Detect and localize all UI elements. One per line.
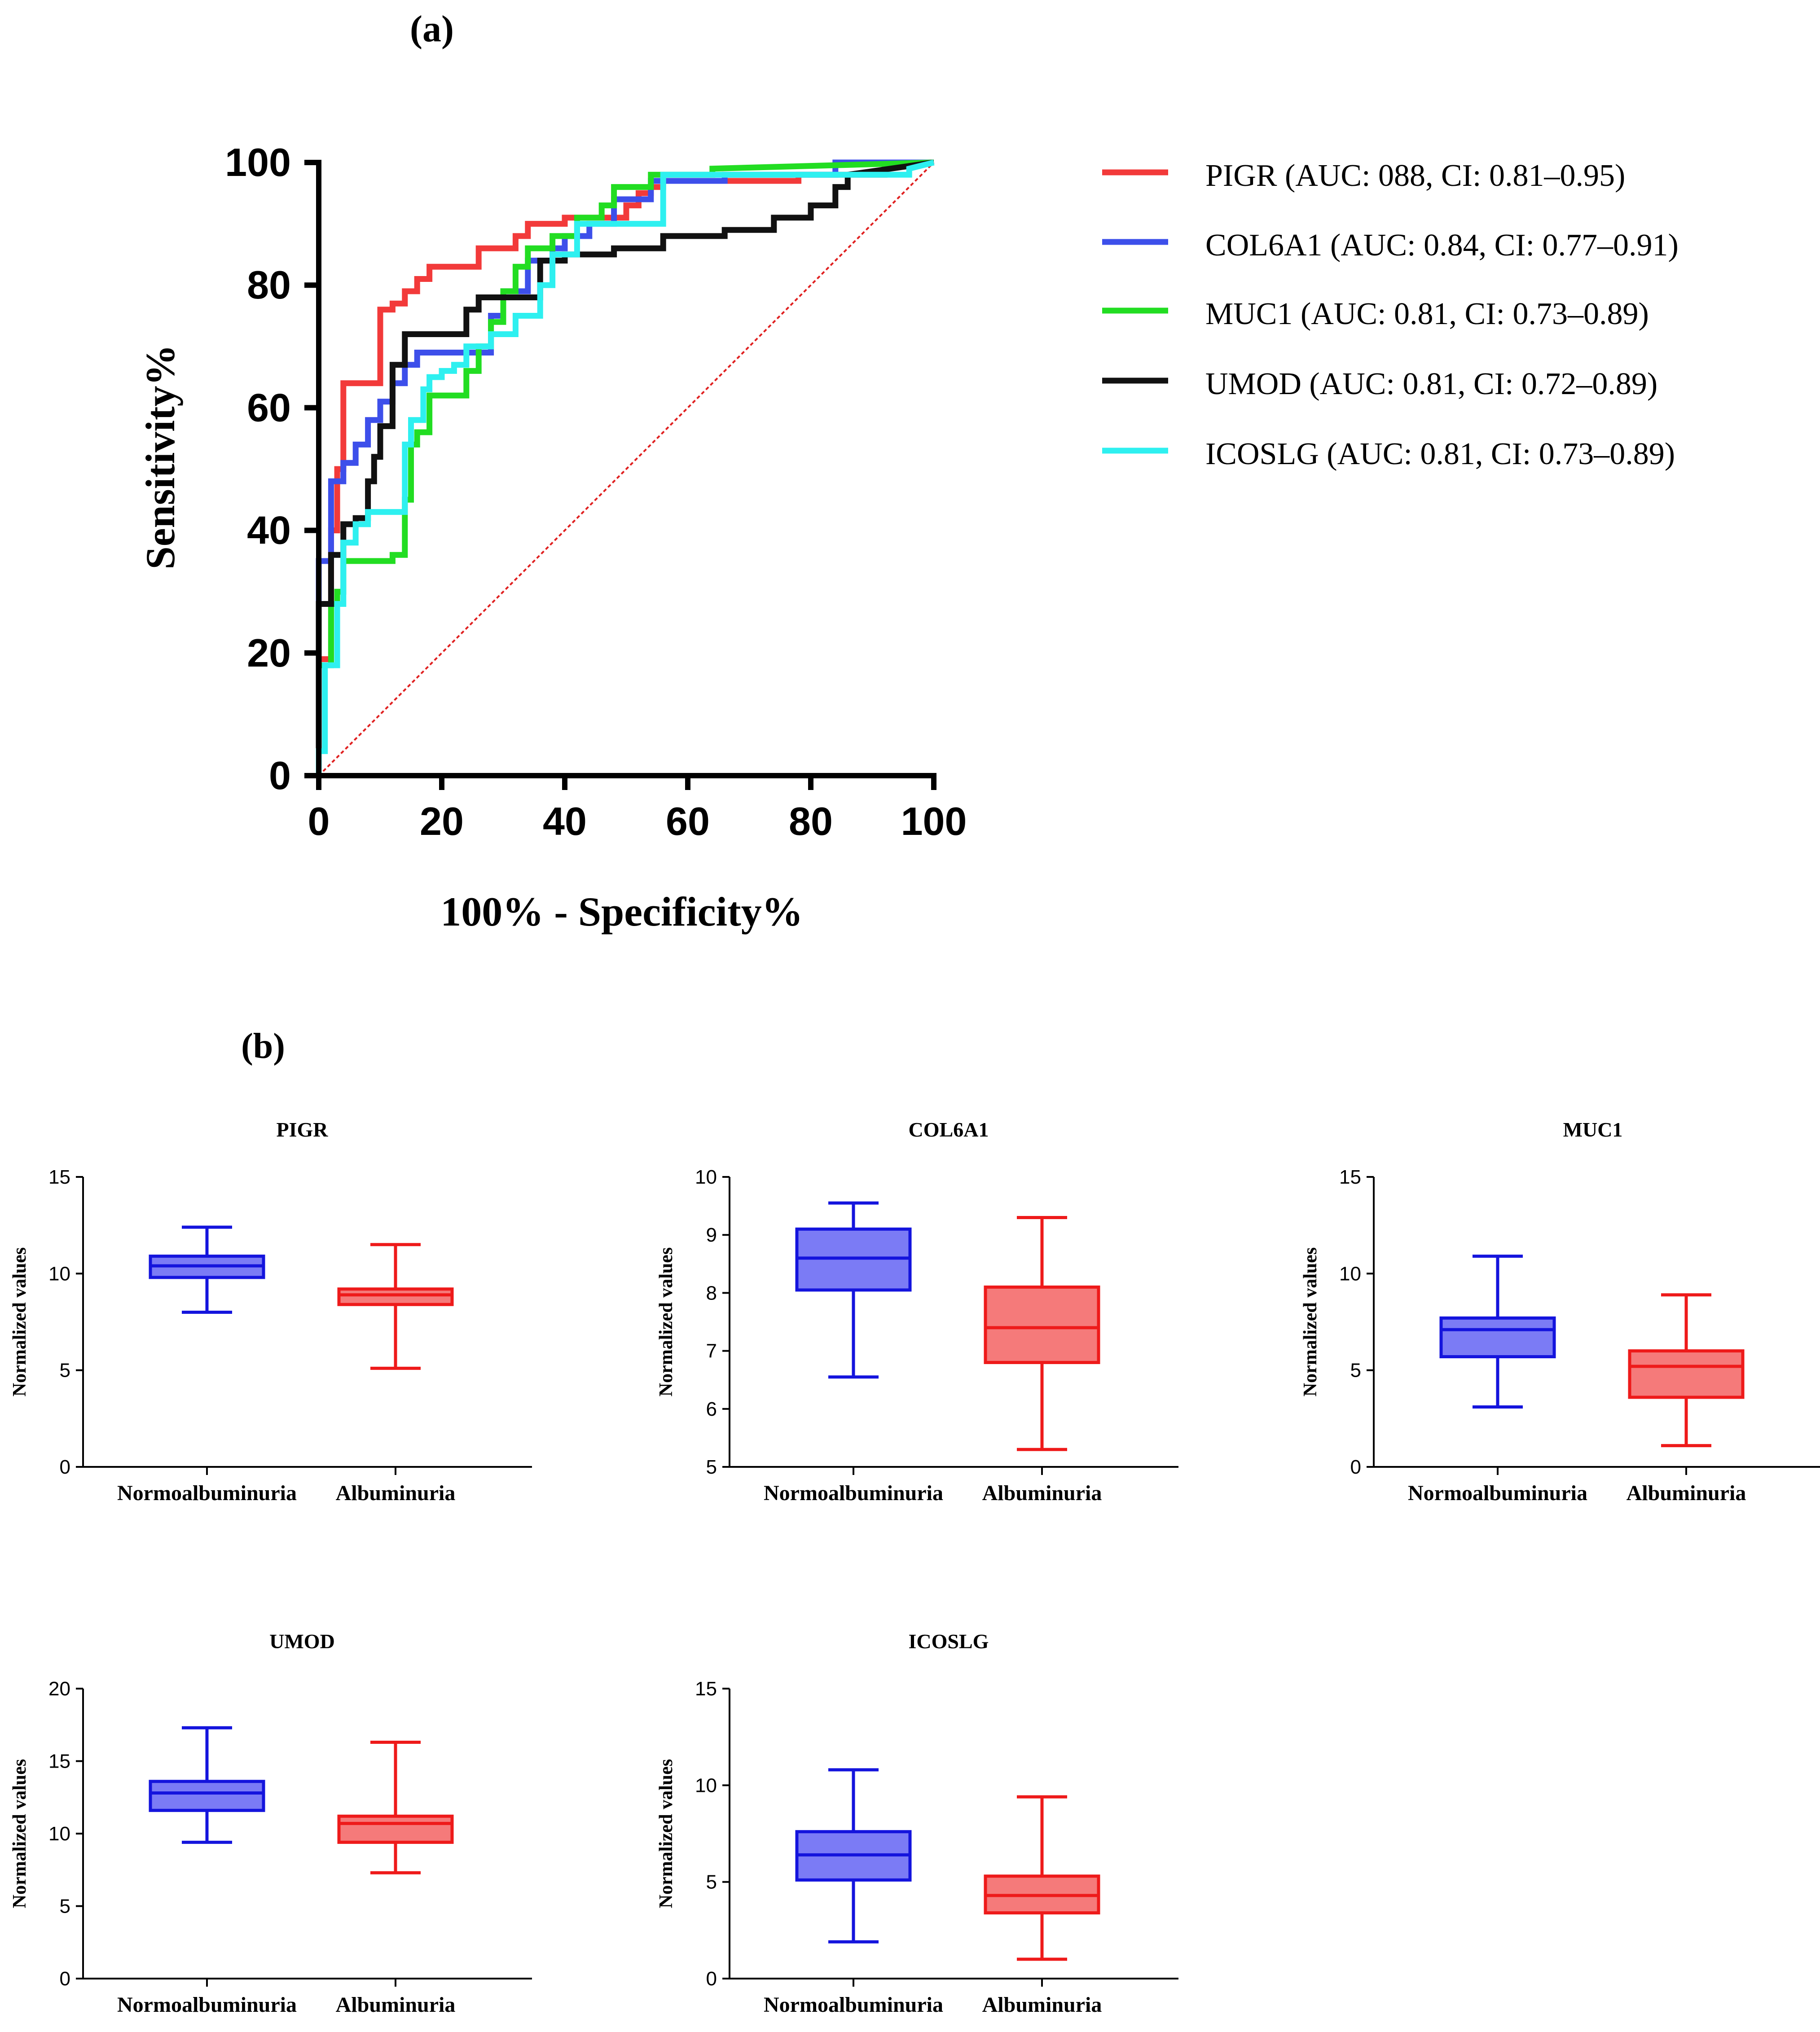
box-x-tick-label: Normoalbuminuria — [764, 1993, 943, 2017]
box-y-axis-label: Normalized values — [9, 1247, 30, 1396]
legend-label-muc1: MUC1 (AUC: 0.81, CI: 0.73–0.89) — [1205, 297, 1649, 331]
legend-label-icoslg: ICOSLG (AUC: 0.81, CI: 0.73–0.89) — [1205, 437, 1675, 471]
box-y-axis-label: Normalized values — [656, 1247, 677, 1396]
box-y-tick-label: 9 — [706, 1224, 717, 1246]
roc-x-tick-label: 40 — [543, 799, 587, 843]
box-y-tick-label: 5 — [60, 1360, 70, 1382]
roc-line-pigr — [316, 159, 934, 776]
roc-line-icoslg — [316, 159, 935, 776]
box-x-tick-label: Normoalbuminuria — [117, 1993, 297, 2017]
box-y-tick-label: 5 — [60, 1896, 70, 1918]
box-y-tick-label: 6 — [706, 1398, 717, 1420]
box-x-tick-label: Normoalbuminuria — [764, 1481, 943, 1505]
roc-y-tick-label: 0 — [269, 753, 291, 798]
box-albuminuria-iqr — [337, 1287, 454, 1306]
box-y-tick-label: 5 — [706, 1871, 717, 1893]
box-y-tick-label: 8 — [706, 1282, 717, 1304]
box-title: PIGR — [277, 1118, 329, 1141]
box-y-axis-label: Normalized values — [9, 1759, 30, 1908]
box-y-axis-label: Normalized values — [656, 1759, 677, 1908]
legend-label-col6a1: COL6A1 (AUC: 0.84, CI: 0.77–0.91) — [1205, 228, 1679, 263]
box-normoalbuminuria-iqr — [149, 1780, 265, 1812]
roc-y-tick-label: 40 — [247, 508, 291, 553]
box-y-tick-label: 15 — [695, 1678, 717, 1700]
box-x-tick-label: Albuminuria — [982, 1993, 1102, 2017]
box-y-tick-label: 15 — [1339, 1166, 1361, 1188]
box-normoalbuminuria-iqr — [1439, 1316, 1556, 1359]
roc-reference-line — [318, 162, 935, 777]
panel-label-a: (a) — [410, 8, 454, 50]
roc-y-axis-label: Sensitivity% — [137, 345, 183, 570]
legend-label-pigr: PIGR (AUC: 088, CI: 0.81–0.95) — [1205, 158, 1625, 193]
box-panel-muc1: MUC1 0 5 10 15 Normoalbuminuria Albuminuria Nor… — [1300, 1118, 1820, 1505]
box-y-tick-label: 5 — [1350, 1360, 1361, 1382]
box-x-tick-label: Albuminuria — [1627, 1481, 1746, 1505]
box-title: MUC1 — [1563, 1118, 1623, 1141]
box-x-tick-label: Normoalbuminuria — [1408, 1481, 1587, 1505]
roc-line-col6a1 — [316, 159, 934, 776]
box-y-axis-label: Normalized values — [1300, 1247, 1321, 1396]
roc-y-tick-label: 20 — [247, 631, 291, 675]
box-x-tick-label: Albuminuria — [982, 1481, 1102, 1505]
box-panel-umod: UMOD 0 5 10 15 20 Normoalbuminuria Albuminuria N… — [9, 1630, 532, 2017]
box-y-tick-label: 15 — [48, 1166, 70, 1188]
box-y-tick-label: 20 — [48, 1678, 70, 1700]
box-plot-grid: PIGR 0 5 10 15 Normoalbuminuria Albuminuria Nor… — [9, 1118, 1820, 2017]
box-x-tick-label: Normoalbuminuria — [117, 1481, 297, 1505]
box-y-tick-label: 0 — [706, 1968, 717, 1990]
box-albuminuria-iqr — [337, 1814, 454, 1844]
box-y-tick-label: 10 — [1339, 1263, 1361, 1285]
box-y-tick-label: 10 — [695, 1774, 717, 1796]
legend-label-umod: UMOD (AUC: 0.81, CI: 0.72–0.89) — [1205, 367, 1657, 401]
roc-line-umod — [316, 159, 934, 776]
box-y-tick-label: 0 — [60, 1456, 70, 1478]
roc-x-axis-label: 100% - Specificity% — [440, 889, 803, 935]
box-title: COL6A1 — [909, 1118, 989, 1141]
roc-y-tick-label: 100 — [225, 140, 291, 184]
box-title: UMOD — [269, 1630, 335, 1653]
panel-label-b: (b) — [241, 1027, 285, 1066]
box-panel-icoslg: ICOSLG 0 5 10 15 Normoalbuminuria Albuminuria N… — [656, 1630, 1178, 2017]
roc-x-tick-label: 80 — [789, 799, 833, 843]
box-y-tick-label: 0 — [1350, 1456, 1361, 1478]
box-y-tick-label: 10 — [48, 1823, 70, 1845]
box-y-tick-label: 10 — [48, 1263, 70, 1285]
roc-x-tick-label: 100 — [901, 799, 967, 843]
roc-x-tick-label: 20 — [420, 799, 464, 843]
box-x-tick-label: Albuminuria — [336, 1481, 456, 1505]
box-y-tick-label: 10 — [695, 1166, 717, 1188]
box-y-tick-label: 7 — [706, 1340, 717, 1362]
roc-chart: 0 20 40 60 80 100 0 20 40 60 80 100 100% - Specifici… — [137, 140, 1679, 935]
box-x-tick-label: Albuminuria — [336, 1993, 456, 2017]
box-title: ICOSLG — [909, 1630, 989, 1653]
roc-x-tick-label: 60 — [666, 799, 710, 843]
box-panel-pigr: PIGR 0 5 10 15 Normoalbuminuria Albuminuria Nor… — [9, 1118, 532, 1505]
box-y-tick-label: 5 — [706, 1456, 717, 1478]
box-albuminuria-iqr — [984, 1285, 1100, 1364]
box-y-tick-label: 15 — [48, 1751, 70, 1773]
box-panel-col6a1: COL6A1 5 6 7 8 9 10 Normoalbuminuria Albuminuria… — [656, 1118, 1178, 1505]
box-albuminuria-iqr — [1628, 1349, 1745, 1399]
roc-x-tick-label: 0 — [308, 799, 330, 843]
roc-y-tick-label: 80 — [247, 263, 291, 307]
box-y-tick-label: 0 — [60, 1968, 70, 1990]
roc-y-tick-label: 60 — [247, 385, 291, 430]
